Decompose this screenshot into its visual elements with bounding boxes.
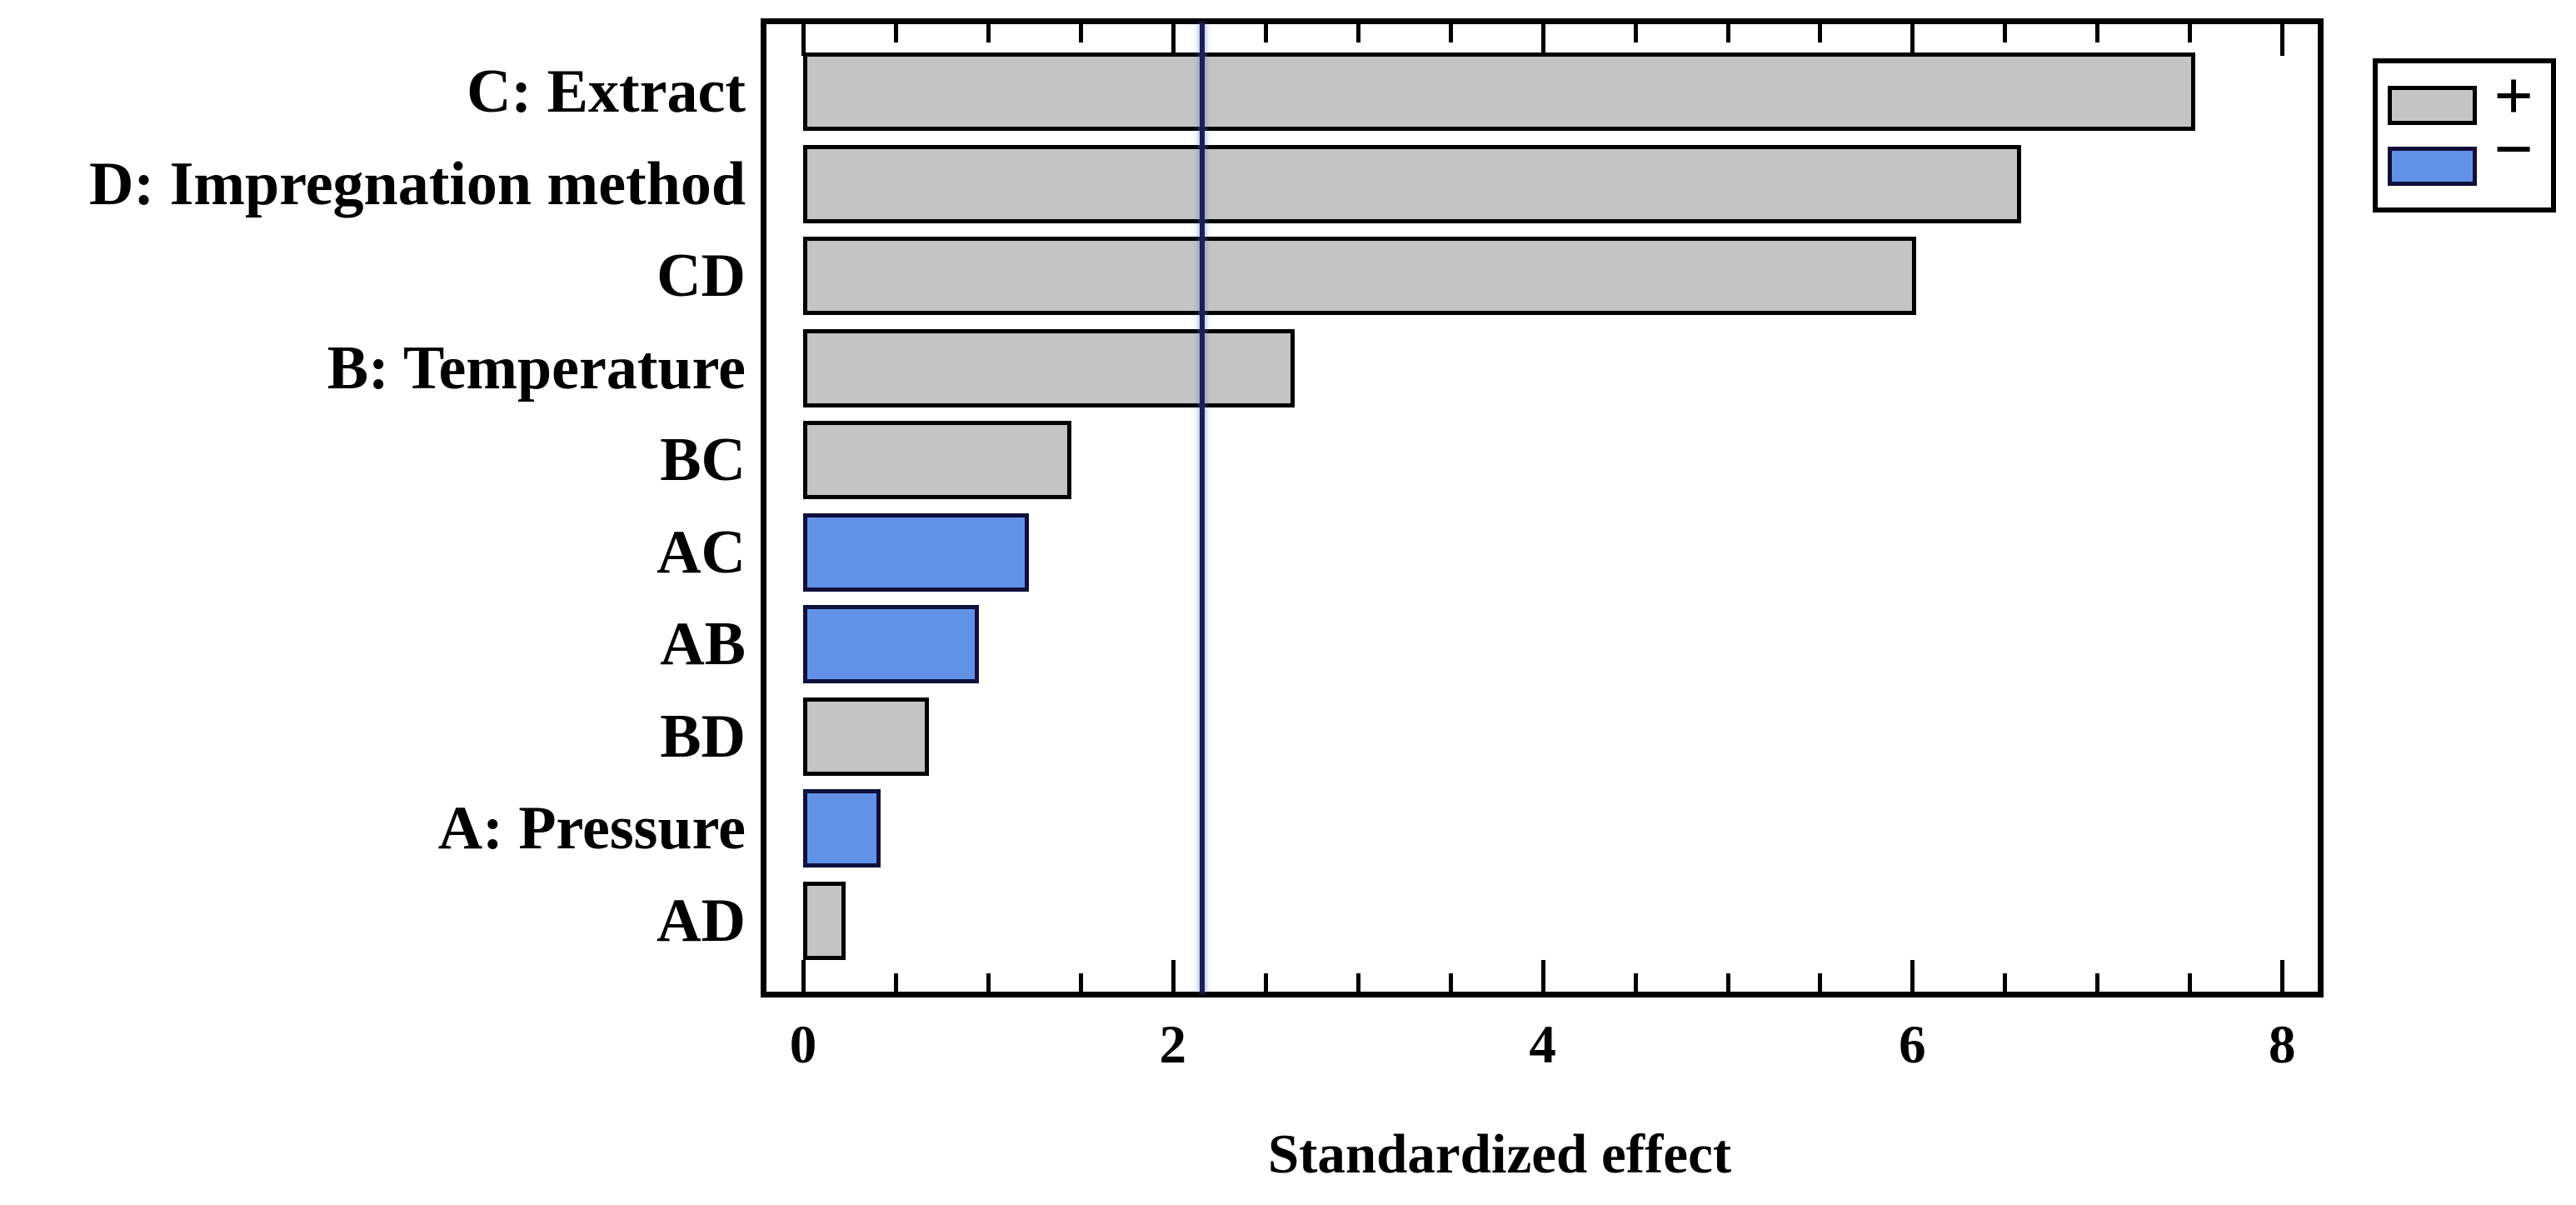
x-tick-label-0: 0 [789, 1015, 817, 1075]
legend-label-positive: + [2494, 58, 2534, 135]
major-tick-top-0 [801, 24, 806, 56]
minor-tick-top-6.5 [2003, 24, 2008, 42]
category-label-ac: AC [656, 518, 746, 587]
minor-tick-top-2.5 [1263, 24, 1268, 42]
category-label-cd: CD [656, 242, 746, 310]
major-tick-top-2 [1171, 24, 1176, 56]
major-tick-top-8 [2280, 24, 2285, 56]
minor-tick-top-1 [986, 24, 991, 42]
minor-tick-top-1.5 [1078, 24, 1083, 42]
major-tick-bottom-4 [1540, 960, 1545, 992]
minor-tick-top-5 [1725, 24, 1730, 42]
category-label-b-temperature: B: Temperature [327, 333, 746, 402]
significance-reference-line [1200, 24, 1206, 992]
x-axis-title: Standardized effect [1267, 1123, 1732, 1185]
minor-tick-bottom-7 [2095, 973, 2100, 992]
minor-tick-bottom-2.5 [1263, 973, 1268, 992]
minor-tick-bottom-6.5 [2003, 973, 2008, 992]
minor-tick-top-7 [2095, 24, 2100, 42]
x-tick-label-8: 8 [2268, 1015, 2296, 1075]
bar-b-temperature [803, 328, 1295, 408]
bar-d-impregnation-method [803, 144, 2021, 223]
minor-tick-bottom-4.5 [1633, 973, 1638, 992]
major-tick-top-4 [1540, 24, 1545, 56]
major-tick-bottom-0 [801, 960, 806, 992]
bar-ab [803, 605, 979, 683]
minor-tick-top-5.5 [1818, 24, 1823, 42]
bar-c-extract [803, 52, 2195, 131]
category-label-ab: AB [660, 610, 746, 678]
category-label-a-pressure: A: Pressure [437, 794, 746, 862]
minor-tick-top-7.5 [2188, 24, 2193, 42]
plot-area [761, 18, 2324, 998]
minor-tick-bottom-3 [1355, 973, 1360, 992]
x-tick-label-2: 2 [1159, 1015, 1187, 1075]
minor-tick-bottom-5.5 [1818, 973, 1823, 992]
minor-tick-bottom-0.5 [893, 973, 898, 992]
minor-tick-top-0.5 [893, 24, 898, 42]
minor-tick-top-3 [1355, 24, 1360, 42]
minor-tick-top-3.5 [1448, 24, 1453, 42]
category-label-d-impregnation-method: D: Impregnation method [89, 149, 746, 218]
legend-swatch-positive [2388, 86, 2477, 125]
category-label-c-extract: C: Extract [467, 58, 746, 126]
minor-tick-bottom-3.5 [1448, 973, 1453, 992]
major-tick-bottom-6 [1910, 960, 1915, 992]
category-label-bd: BD [660, 702, 746, 771]
legend: + − [2373, 58, 2556, 212]
category-label-ad: AD [656, 886, 746, 955]
minor-tick-bottom-5 [1725, 973, 1730, 992]
bar-ad [803, 881, 846, 960]
legend-swatch-negative [2388, 147, 2477, 186]
x-tick-label-6: 6 [1899, 1015, 1926, 1075]
major-tick-bottom-8 [2280, 960, 2285, 992]
minor-tick-bottom-1.5 [1078, 973, 1083, 992]
legend-label-negative: − [2494, 111, 2534, 188]
bar-a-pressure [803, 789, 881, 868]
minor-tick-top-4.5 [1633, 24, 1638, 42]
major-tick-bottom-2 [1171, 960, 1176, 992]
bar-bd [803, 697, 929, 776]
bar-cd [803, 237, 1916, 315]
minor-tick-bottom-7.5 [2188, 973, 2193, 992]
bar-bc [803, 421, 1071, 499]
minor-tick-bottom-1 [986, 973, 991, 992]
x-tick-label-4: 4 [1529, 1015, 1556, 1075]
category-label-bc: BC [660, 426, 746, 494]
bar-ac [803, 512, 1029, 592]
major-tick-top-6 [1910, 24, 1915, 56]
